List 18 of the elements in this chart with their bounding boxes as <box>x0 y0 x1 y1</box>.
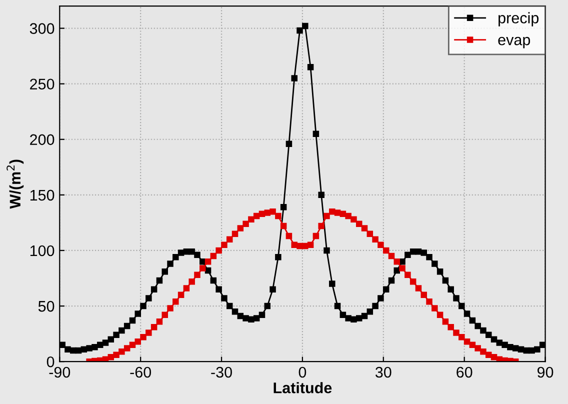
y-tick-label: 100 <box>30 245 54 256</box>
x-tick-label: -90 <box>49 366 70 378</box>
x-tick-label: 0 <box>298 366 306 378</box>
x-axis-title: Latitude <box>274 382 332 394</box>
x-tick-label: 90 <box>538 366 554 378</box>
y-tick-label: 250 <box>30 78 54 90</box>
y-tick-label: 0 <box>46 356 54 368</box>
y-tick-label: 300 <box>30 23 54 34</box>
y-tick-label: 200 <box>30 134 54 146</box>
x-tick-label: -60 <box>130 366 152 378</box>
y-tick-label: 150 <box>30 190 54 201</box>
y-axis-title: W/(m$^{2}$) <box>6 160 24 209</box>
x-tick-label: 60 <box>456 366 472 378</box>
x-tick-label: -30 <box>211 366 232 378</box>
x-tick-label: 30 <box>375 366 392 378</box>
legend-label: precip <box>498 12 539 26</box>
y-tick-label: 50 <box>38 300 54 312</box>
legend-label: evap <box>498 36 530 48</box>
